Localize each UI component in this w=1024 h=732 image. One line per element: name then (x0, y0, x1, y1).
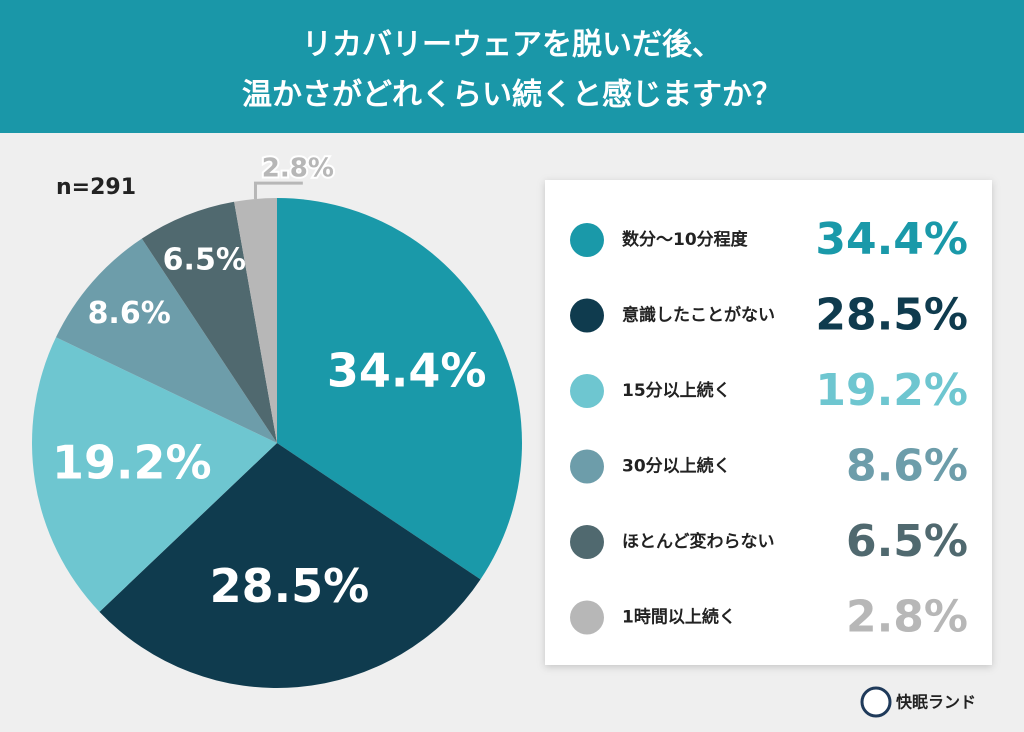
pie-slice (141, 201, 277, 443)
pie-slice (31, 337, 277, 612)
pie-label: 2.8% (262, 154, 334, 184)
legend-box (545, 180, 992, 665)
legend-value: 28.5% (815, 290, 968, 341)
legend-swatch (570, 525, 604, 559)
legend-swatch (570, 374, 604, 408)
legend-label: 15分以上続く (622, 380, 731, 401)
legend-label: 数分〜10分程度 (622, 229, 749, 250)
legend-swatch (570, 449, 604, 484)
pie-label: 34.4% (327, 343, 487, 397)
legend-swatch (570, 223, 604, 257)
legend-label: 意識したことがない (622, 305, 775, 326)
legend-value: 8.6% (846, 441, 968, 492)
legend-swatch (570, 298, 604, 333)
legend-label: ほとんど変わらない (622, 531, 775, 552)
header (0, 0, 1024, 133)
sample-size: n=291 (56, 175, 136, 200)
legend-label: 1時間以上続く (622, 607, 736, 628)
logo-icon (860, 686, 892, 718)
pie-label: 28.5% (210, 559, 370, 613)
legend-value: 34.4% (815, 214, 968, 265)
legend-label: 30分以上続く (622, 456, 731, 477)
chart-title: 温かさがどれくらい続くと感じますか？ (242, 78, 782, 113)
pie-label: 6.5% (163, 242, 246, 277)
legend-value: 19.2% (815, 365, 968, 416)
legend-swatch (570, 600, 604, 635)
chart-title: リカバリーウェアを脱いだ後、 (302, 28, 722, 63)
source: 快眠ランド (896, 693, 976, 712)
legend-value: 2.8% (846, 592, 968, 643)
pie-slice (55, 238, 278, 443)
leader-line (253, 181, 303, 199)
pie-label: 8.6% (88, 296, 171, 331)
pie-slice (277, 198, 522, 580)
pie-label: 19.2% (52, 435, 212, 489)
pie-slice (99, 443, 481, 688)
legend-value: 6.5% (846, 516, 968, 567)
pie-slice (234, 198, 277, 443)
